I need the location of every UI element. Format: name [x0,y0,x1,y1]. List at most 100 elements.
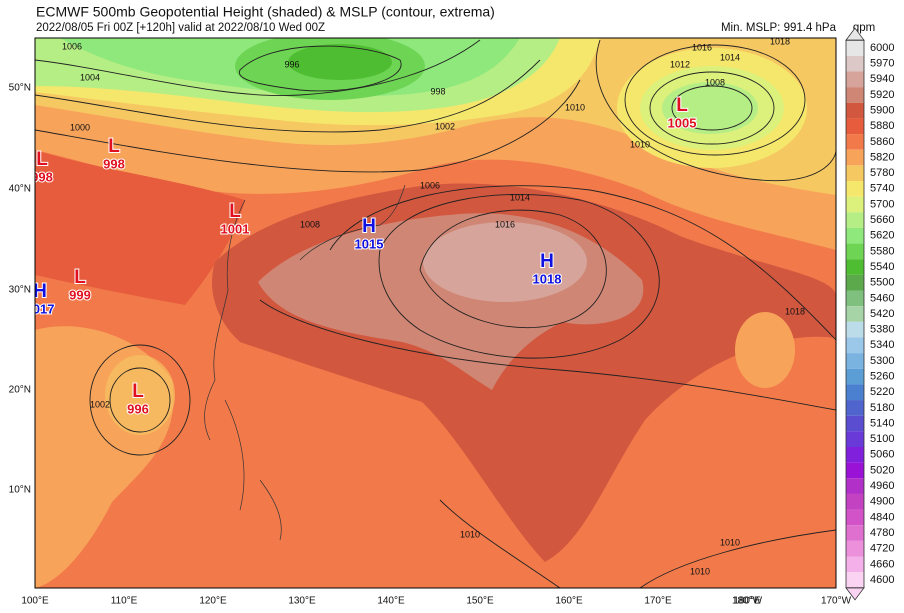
contour-label: 998 [430,86,445,96]
center-letter: L [108,136,120,157]
colorbar-swatch [846,572,864,588]
colorbar-swatch [846,87,864,103]
coastline [299,184,406,261]
lat-label: 30°N [9,285,31,296]
colorbar-label: 5100 [870,433,894,445]
center-value: 999 [69,287,91,302]
colorbar-swatch [846,447,864,463]
isobar [671,85,753,131]
center-letter: H [540,251,554,272]
isobar [649,71,775,145]
colorbar-swatch [846,118,864,135]
field-patch [735,312,795,388]
colorbar-swatch [846,181,864,197]
contour-label: 1010 [720,537,740,547]
lon-label: 140°E [377,596,405,607]
contour-label: 1010 [460,529,480,539]
field-5880-west [35,150,245,305]
center-value: 1017 [26,301,55,316]
colorbar-label: 5970 [870,58,894,70]
colorbar-swatch [846,525,864,541]
contour-label: 1014 [720,52,740,62]
contour-label: 1016 [495,219,515,229]
isobar [35,59,541,133]
isobar [109,367,171,433]
colorbar-label: 5660 [870,214,894,226]
map-frame [34,37,837,589]
lon-label: 110°E [111,596,138,607]
min-mslp: Min. MSLP: 991.4 hPa [721,22,837,34]
colorbar-swatch [846,55,864,72]
colorbar-label: 5540 [870,261,894,273]
lon-label: 130°E [288,596,316,607]
isobar [259,299,836,411]
colorbar-label: 5860 [870,136,894,148]
colorbar-swatch [846,243,864,260]
center-letter: L [74,267,86,288]
colorbar-swatch [846,165,864,181]
contour-label: 1010 [690,566,710,576]
field-typhoon [105,355,175,435]
colorbar-frame [845,39,865,589]
isobar [595,39,836,182]
colorbar-swatch [846,509,864,526]
colorbar-swatch [846,274,864,291]
center-value: 1001 [221,221,250,236]
colorbar-label: 4900 [870,496,894,508]
colorbar-label: 5880 [870,120,894,132]
isobar [89,344,191,456]
contour-label: 1002 [90,399,110,409]
colorbar-swatch [846,431,864,447]
lon-label: 100°E [21,596,49,607]
colorbar-swatch [846,321,864,338]
center-letter: L [132,381,144,402]
colorbar-label: 4720 [870,543,894,555]
lon-label: 180°E [733,596,761,607]
colorbar-label: 5260 [870,370,894,382]
lon-label: 150°E [466,596,494,607]
colorbar-label: 5420 [870,308,894,320]
colorbar-label: 5500 [870,277,894,289]
contour-label: 1004 [80,72,100,82]
isobar [329,185,836,341]
colorbar-label: 5020 [870,464,894,476]
colorbar-label: 5940 [870,73,894,85]
units: gpm [853,22,875,34]
colorbar-swatch [846,353,864,369]
lon-label: 160°E [555,596,583,607]
colorbar-label: 4780 [870,527,894,539]
lat-label: 40°N [9,184,31,195]
field-5540 [288,44,392,80]
contour-label: 1014 [510,192,530,202]
colorbar-label: 5180 [870,402,894,414]
center-letter: H [362,216,376,237]
colorbar-swatch [846,400,864,416]
isobar [238,45,402,92]
colorbar-swatch [846,493,864,510]
lon-label: 170°E [644,596,672,607]
colorbar-swatch [846,462,864,479]
colorbar-swatch [846,384,864,401]
center-value: 1015 [355,236,384,251]
colorbar-label: 5700 [870,198,894,210]
colorbar-label: 5740 [870,183,894,195]
colorbar-swatch [846,556,864,573]
isobar [639,529,836,588]
field-low-core [662,82,758,134]
center-value: 998 [31,169,53,184]
colorbar-label: 5620 [870,230,894,242]
colorbar-swatch [846,196,864,213]
isobar [35,39,481,96]
colorbar-label: 5300 [870,355,894,367]
center-value: 996 [127,401,149,416]
lat-label: 20°N [9,385,31,396]
colorbar-swatch [846,290,864,307]
isobar [378,194,660,359]
contour-label: 1010 [565,102,585,112]
contour-label: 1010 [630,139,650,149]
contour-label: 996 [284,59,299,69]
colorbar-label: 5140 [870,417,894,429]
contour-label: 1008 [705,77,725,87]
